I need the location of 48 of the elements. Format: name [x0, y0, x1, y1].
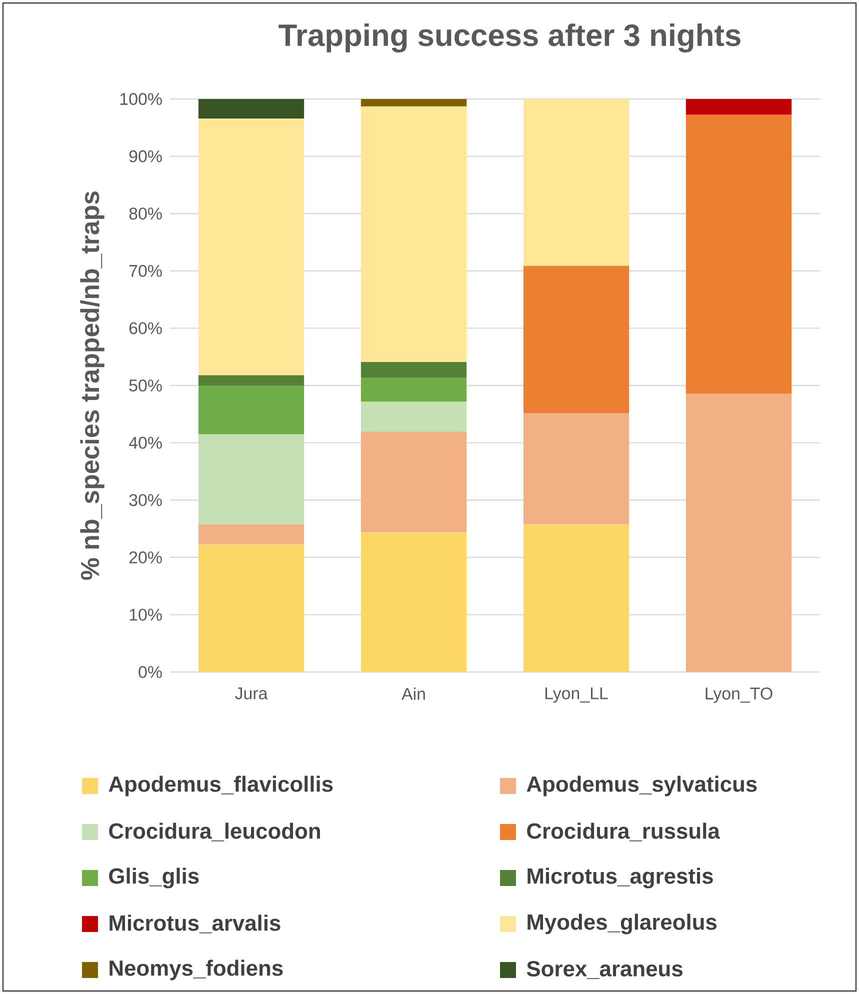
x-tick-label: Ain [402, 688, 425, 700]
bar [360, 532, 467, 672]
legend-label: Neomys_fodiens [110, 960, 283, 980]
legend-label: Apodemus_sylvaticus [526, 776, 757, 796]
y-tick-label: 50% [129, 379, 162, 392]
bar [198, 375, 304, 386]
x-tick-label: Lyon_TO [706, 688, 772, 703]
y-tick-label: 80% [129, 208, 162, 220]
bar [523, 524, 630, 672]
legend-label: Microtus_agrestis [528, 868, 713, 888]
bar [686, 394, 792, 672]
chart-title: Trapping success after 3 nights [278, 24, 740, 52]
y-tick-label: 40% [128, 436, 162, 449]
y-tick-label: 60% [129, 322, 162, 334]
legend-label: Microtus_arvalis [110, 914, 280, 934]
x-tick-label: Lyon_LL [545, 688, 608, 703]
bar [360, 362, 467, 378]
legend-label: Myodes_glareolus [528, 914, 717, 934]
bar [198, 98, 304, 118]
y-tick-label: 70% [129, 264, 162, 277]
bar [360, 431, 467, 532]
y-tick-label: 0% [138, 666, 162, 678]
y-tick-label: 90% [129, 150, 162, 162]
legend-label: Glis_glis [109, 868, 199, 888]
bar [198, 385, 304, 434]
bar [523, 266, 630, 413]
bar [198, 524, 304, 544]
bar [198, 434, 304, 524]
y-tick-label: 10% [130, 608, 162, 621]
legend-label: Apodemus_flavicollis [108, 776, 333, 796]
legend-label: Crocidura_russula [527, 822, 720, 842]
bar [198, 544, 304, 672]
legend-label: Crocidura_leucodon [109, 822, 320, 842]
y-tick-label: 30% [129, 494, 162, 506]
bar [360, 98, 467, 106]
bar [360, 106, 467, 362]
bar [360, 377, 467, 402]
bar [523, 412, 630, 524]
bar [686, 114, 792, 394]
y-tick-label: 20% [129, 551, 162, 564]
x-tick-label: Jura [235, 688, 268, 700]
bar [686, 98, 792, 114]
legend-label: Sorex_araneus [526, 960, 682, 979]
bar [198, 118, 304, 376]
bar [360, 402, 467, 432]
bar [523, 98, 630, 266]
y-tick-label: 100% [120, 92, 162, 105]
y-axis-title: % nb_species trapped/nb_traps [80, 192, 104, 580]
